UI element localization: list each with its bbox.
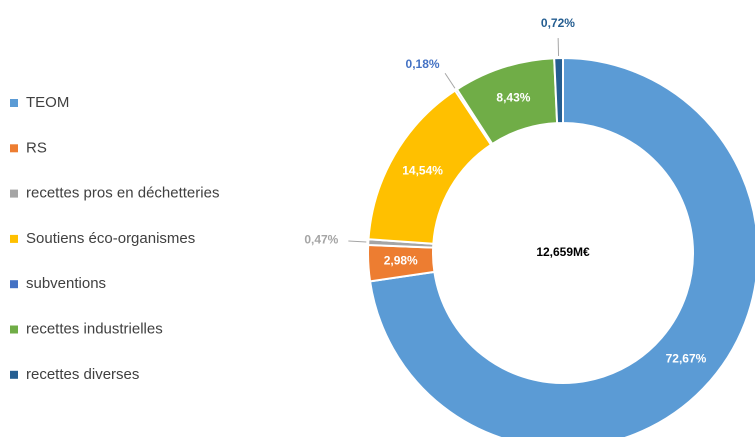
legend-label: subventions [26, 275, 106, 292]
data-label: 14,54% [402, 163, 443, 177]
data-label: 0,47% [304, 233, 338, 247]
legend-label: recettes diverses [26, 366, 139, 383]
donut-slice [553, 56, 564, 125]
legend-label: Soutiens éco-organismes [26, 230, 195, 247]
leader-line [444, 72, 456, 89]
center-label: 12,659M€ [536, 245, 590, 259]
legend-label: TEOM [26, 94, 69, 111]
legend-label: RS [26, 139, 47, 156]
legend-label: recettes industrielles [26, 320, 163, 337]
legend-label: recettes pros en déchetteries [26, 185, 219, 202]
legend-swatch [10, 144, 18, 153]
legend-swatch [10, 280, 18, 289]
data-label: 8,43% [496, 90, 530, 104]
data-label: 2,98% [384, 254, 418, 268]
legend-swatch [10, 99, 18, 107]
data-label: 0,72% [541, 16, 575, 30]
leader-line [348, 240, 367, 243]
legend-swatch [10, 189, 18, 198]
legend-swatch [10, 325, 18, 334]
data-label: 0,18% [406, 57, 440, 71]
legend-swatch [10, 234, 18, 243]
legend-swatch [10, 370, 18, 379]
data-label: 72,67% [666, 351, 707, 365]
